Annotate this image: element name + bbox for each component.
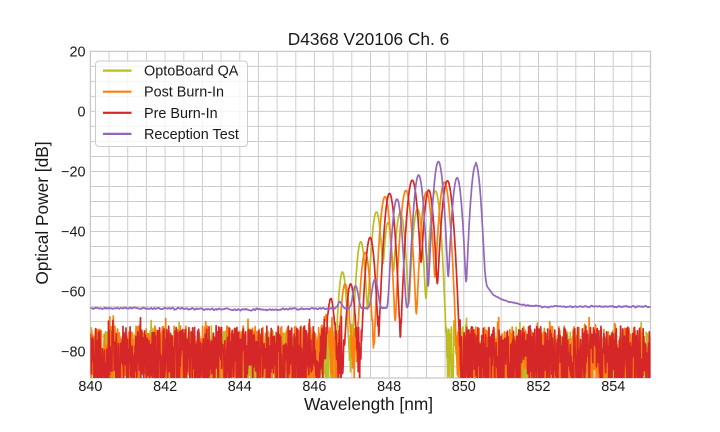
svg-text:844: 844 bbox=[228, 379, 252, 395]
svg-text:−40: −40 bbox=[61, 225, 85, 241]
svg-text:20: 20 bbox=[69, 44, 85, 60]
svg-text:850: 850 bbox=[452, 379, 476, 395]
svg-text:Post Burn-In: Post Burn-In bbox=[144, 85, 224, 101]
svg-text:−60: −60 bbox=[61, 285, 85, 301]
svg-text:−80: −80 bbox=[61, 345, 85, 361]
svg-text:Reception Test: Reception Test bbox=[144, 127, 239, 143]
svg-text:846: 846 bbox=[302, 379, 326, 395]
svg-text:848: 848 bbox=[377, 379, 401, 395]
svg-text:0: 0 bbox=[77, 104, 85, 120]
svg-text:840: 840 bbox=[78, 379, 102, 395]
svg-text:Pre Burn-In: Pre Burn-In bbox=[144, 106, 218, 122]
svg-text:852: 852 bbox=[526, 379, 550, 395]
svg-text:842: 842 bbox=[153, 379, 177, 395]
svg-text:Optical Power [dB]: Optical Power [dB] bbox=[32, 141, 52, 284]
svg-text:D4368 V20106 Ch. 6: D4368 V20106 Ch. 6 bbox=[288, 29, 449, 49]
svg-text:Wavelength [nm]: Wavelength [nm] bbox=[304, 394, 433, 414]
svg-text:854: 854 bbox=[601, 379, 625, 395]
svg-text:−20: −20 bbox=[61, 165, 85, 181]
svg-text:OptoBoard QA: OptoBoard QA bbox=[144, 64, 239, 80]
